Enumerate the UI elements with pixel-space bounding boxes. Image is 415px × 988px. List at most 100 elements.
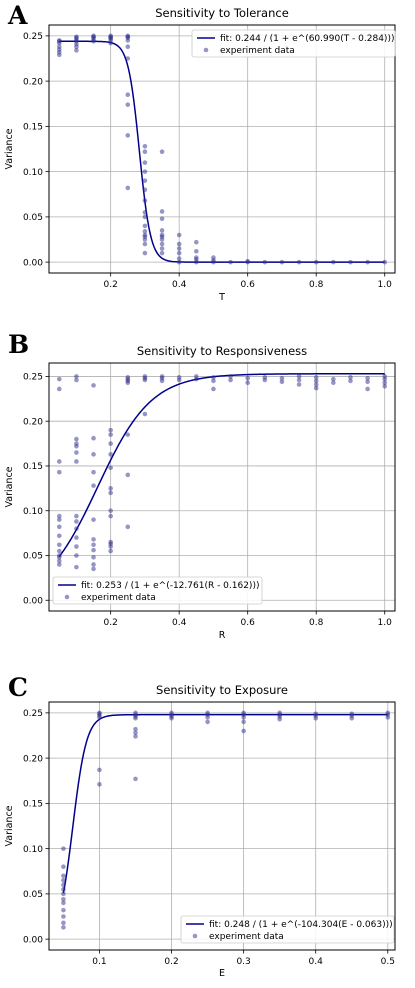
- data-point: [313, 711, 319, 717]
- data-point: [142, 210, 148, 215]
- data-point: [108, 513, 113, 519]
- x-tick-label: 0.6: [241, 618, 256, 628]
- data-point: [61, 882, 66, 888]
- data-point: [241, 710, 246, 716]
- legend-points-label: experiment data: [81, 593, 156, 603]
- data-point: [74, 374, 79, 379]
- data-point: [56, 548, 62, 554]
- data-point: [296, 382, 302, 387]
- y-tick-label: 0.20: [23, 754, 43, 764]
- data-point: [108, 441, 113, 446]
- data-point: [56, 562, 62, 567]
- data-point: [142, 178, 148, 183]
- x-axis-label: R: [219, 630, 226, 641]
- data-point: [97, 710, 102, 716]
- y-axis-label: Variance: [4, 805, 15, 846]
- y-tick-label: 0.15: [23, 462, 43, 472]
- y-tick-label: 0.05: [23, 213, 43, 223]
- data-point: [61, 925, 66, 930]
- data-point: [205, 719, 210, 725]
- data-point: [125, 44, 131, 50]
- y-tick-label: 0.20: [23, 417, 43, 427]
- data-point: [91, 33, 96, 39]
- y-tick-label: 0.25: [23, 373, 43, 383]
- data-point: [61, 887, 66, 892]
- data-point: [296, 259, 302, 265]
- data-point: [142, 411, 148, 417]
- data-point: [245, 375, 250, 381]
- panel-a: A Sensitivity to Tolerance 0.2 0.4 0.6 0.8 1.0…: [4, 1, 396, 303]
- data-point: [142, 143, 148, 149]
- plot-frame: [48, 362, 396, 612]
- data-point: [159, 374, 165, 379]
- data-point: [245, 380, 250, 386]
- data-point: [61, 914, 66, 919]
- data-point: [133, 776, 138, 782]
- fit-curve: [62, 713, 388, 894]
- data-point: [91, 554, 96, 560]
- panel-letter: C: [8, 673, 28, 702]
- data-point: [61, 864, 66, 870]
- data-point: [91, 542, 96, 548]
- legend-points-label: experiment data: [220, 46, 295, 56]
- data-point: [194, 239, 199, 245]
- data-point: [142, 241, 148, 247]
- data-point: [91, 452, 96, 457]
- data-point: [194, 374, 199, 379]
- data-point: [125, 375, 131, 380]
- data-point: [108, 490, 113, 496]
- data-point: [142, 187, 148, 193]
- data-point: [176, 375, 182, 380]
- data-point: [142, 223, 148, 229]
- data-point: [159, 241, 165, 247]
- data-point: [382, 380, 388, 386]
- data-point: [56, 469, 62, 475]
- legend: fit: 0.248 / (1 + e^(-104.304(E - 0.063)…: [180, 915, 395, 944]
- data-point: [125, 92, 131, 97]
- x-tick-label: 0.8: [309, 618, 324, 628]
- data-point: [241, 728, 246, 734]
- x-axis-label: T: [218, 292, 225, 303]
- data-point: [56, 542, 62, 548]
- data-point: [385, 710, 391, 716]
- data-point: [91, 469, 96, 475]
- x-tick-label: 1.0: [378, 618, 393, 628]
- data-point: [331, 376, 336, 382]
- data-point: [313, 378, 319, 384]
- data-point: [211, 378, 216, 384]
- data-point: [133, 710, 138, 716]
- data-point: [91, 562, 96, 567]
- data-point: [348, 375, 353, 380]
- panel-c: C Sensitivity to Exposure 0.1 0.2 0.3 0.4 0.5 0…: [4, 673, 396, 979]
- data-point: [61, 891, 66, 897]
- data-point: [133, 734, 138, 739]
- data-point: [228, 377, 233, 383]
- data-point: [382, 259, 388, 265]
- data-point: [125, 472, 131, 478]
- y-axis-label: Variance: [4, 128, 15, 169]
- data-point: [56, 558, 62, 564]
- data-point: [142, 374, 148, 379]
- data-point: [74, 34, 79, 40]
- data-point: [296, 374, 302, 379]
- data-point: [61, 907, 66, 913]
- data-point: [142, 214, 148, 220]
- data-point: [56, 386, 62, 392]
- data-point: [382, 374, 388, 379]
- data-point: [56, 376, 62, 382]
- data-point: [56, 533, 62, 539]
- data-point: [74, 553, 79, 558]
- chart-title: Sensitivity to Exposure: [156, 683, 288, 697]
- x-axis-label: E: [219, 968, 225, 979]
- data-point: [97, 767, 102, 773]
- x-tick-label: 0.2: [103, 280, 117, 290]
- plot-frame: [48, 24, 396, 274]
- fit-curve: [58, 373, 385, 557]
- data-point: [56, 553, 62, 558]
- data-point: [382, 383, 388, 389]
- legend: fit: 0.253 / (1 + e^(-12.761(R - 0.162))…: [52, 576, 263, 605]
- data-point: [313, 375, 319, 380]
- data-point: [56, 44, 62, 50]
- data-point: [108, 465, 113, 471]
- legend: fit: 0.244 / (1 + e^(60.990(T - 0.284)))…: [191, 29, 396, 58]
